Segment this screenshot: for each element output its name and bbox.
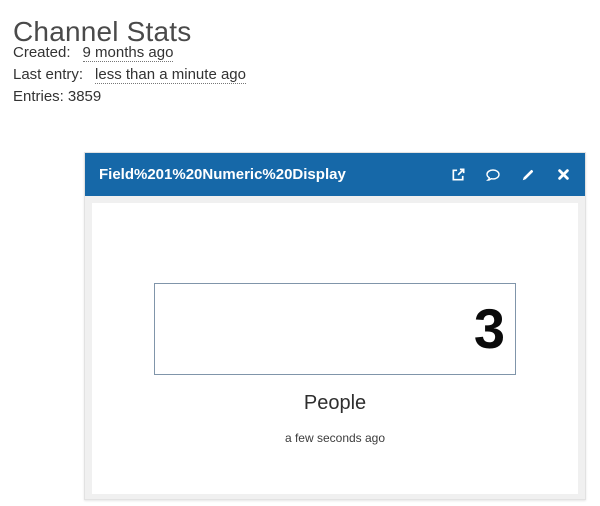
channel-stats-meta: Created: 9 months ago Last entry: less tha… <box>13 42 246 108</box>
created-label: Created: <box>13 44 71 61</box>
last-entry-value[interactable]: less than a minute ago <box>95 66 246 84</box>
widget-header: Field%201%20Numeric%20Display <box>85 153 585 196</box>
widget-panel: 3 People a few seconds ago <box>92 203 578 494</box>
last-updated-text: a few seconds ago <box>284 431 386 445</box>
entries-row: Entries: 3859 <box>13 86 246 108</box>
field-label: People <box>303 392 367 414</box>
entries-label: Entries: <box>13 88 64 105</box>
created-row: Created: 9 months ago <box>13 42 246 64</box>
widget-body: 3 People a few seconds ago <box>85 196 585 501</box>
created-value[interactable]: 9 months ago <box>82 44 174 62</box>
numeric-value-box: 3 <box>154 283 516 375</box>
last-entry-label: Last entry: <box>13 66 84 83</box>
last-entry-row: Last entry: less than a minute ago <box>13 64 246 86</box>
numeric-value: 3 <box>473 297 505 360</box>
comment-icon[interactable] <box>485 167 501 183</box>
page-title: Channel Stats <box>13 15 192 47</box>
widget-title: Field%201%20Numeric%20Display <box>99 166 346 183</box>
pencil-icon[interactable] <box>520 167 536 183</box>
numeric-display-widget: Field%201%20Numeric%20Display <box>84 152 586 500</box>
widget-toolbar <box>450 167 571 183</box>
close-icon[interactable] <box>555 167 571 183</box>
external-link-icon[interactable] <box>450 167 466 183</box>
entries-value: 3859 <box>67 88 102 105</box>
